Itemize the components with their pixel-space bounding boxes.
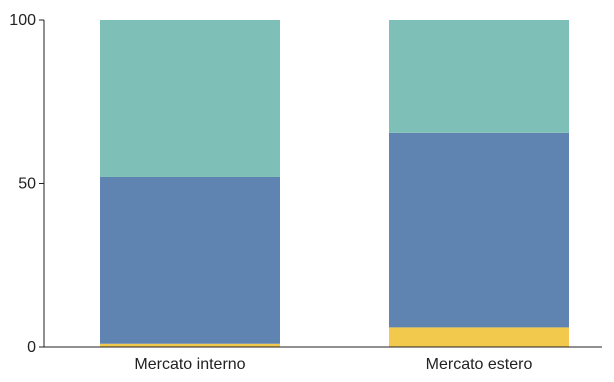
bar-segment-mercato-interno-series-3: [100, 20, 280, 177]
x-tick-label-mercato-interno: Mercato interno: [134, 356, 245, 373]
bars-layer: [100, 20, 569, 347]
bar-segment-mercato-interno-series-2: [100, 176, 280, 344]
y-tick-label-100: 100: [9, 12, 36, 29]
y-tick-label-50: 50: [18, 176, 36, 193]
x-tick-label-mercato-estero: Mercato estero: [426, 356, 533, 373]
bar-segment-mercato-interno-series-1: [100, 343, 280, 347]
bar-segment-mercato-estero-series-3: [389, 20, 569, 133]
bar-segment-mercato-estero-series-1: [389, 327, 569, 347]
axis-layer: 0 50 100 Mercato interno Mercato estero: [9, 12, 602, 373]
y-tick-label-0: 0: [27, 339, 36, 356]
bar-segment-mercato-estero-series-2: [389, 132, 569, 328]
